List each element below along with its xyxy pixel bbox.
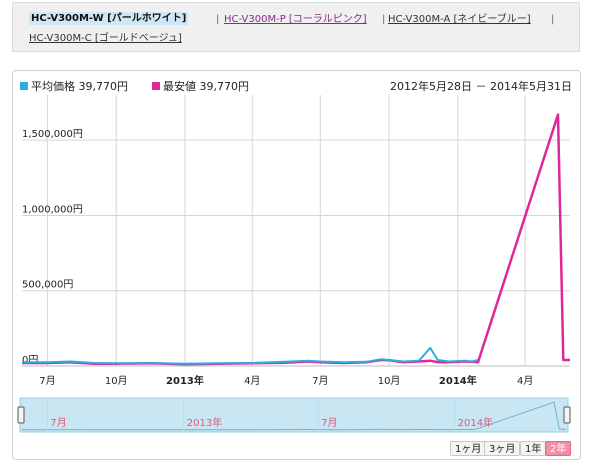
variant-separator: | — [551, 14, 555, 25]
variant-link-gold-beige[interactable]: HC-V300M-C [ゴールドベージュ] — [29, 33, 182, 44]
legend-minimum-label: 最安値 — [163, 80, 196, 93]
minimum-swatch-icon — [152, 82, 160, 90]
price-chart-panel — [12, 70, 581, 460]
legend-minimum-value: 39,770円 — [199, 80, 250, 93]
variant-link-navy-blue[interactable]: HC-V300M-A [ネイビーブルー] — [388, 14, 531, 25]
date-range: 2012年5月28日 － 2014年5月31日 — [390, 80, 572, 93]
variant-panel: HC-V300M-W [パールホワイト] | HC-V300M-P [コーラルピ… — [12, 2, 580, 52]
legend-average-label: 平均価格 — [31, 80, 75, 93]
legend-average-value: 39,770円 — [78, 80, 129, 93]
range-button-2years[interactable]: 2年 — [545, 441, 572, 456]
variant-selected: HC-V300M-W [パールホワイト] — [29, 12, 189, 25]
range-button-1month[interactable]: 1ヶ月 — [450, 441, 487, 456]
legend-minimum: 最安値 39,770円 — [152, 80, 249, 94]
legend-average: 平均価格 39,770円 — [20, 80, 128, 94]
range-button-3months[interactable]: 3ヶ月 — [484, 441, 521, 456]
variant-separator: | — [382, 14, 386, 25]
range-button-1year[interactable]: 1年 — [520, 441, 547, 456]
variant-link-coral-pink[interactable]: HC-V300M-P [コーラルピンク] — [224, 14, 367, 25]
variant-separator: | — [216, 14, 220, 25]
average-swatch-icon — [20, 82, 28, 90]
